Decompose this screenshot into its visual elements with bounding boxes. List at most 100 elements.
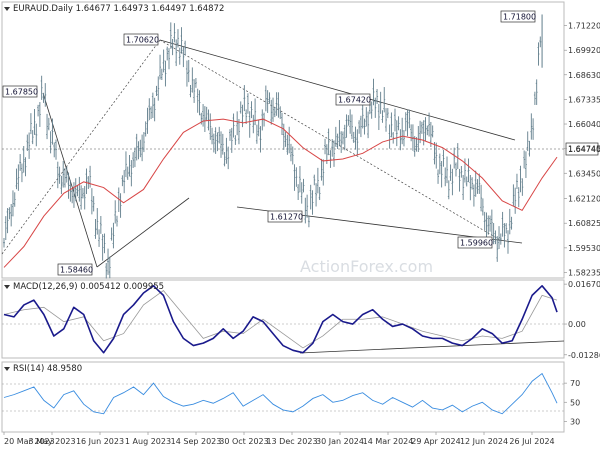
ohlc-bar bbox=[185, 60, 188, 87]
ohlc-bar bbox=[517, 187, 520, 208]
ohlc-bar bbox=[521, 178, 524, 196]
ohlc-bar bbox=[157, 76, 160, 101]
ohlc-bar bbox=[376, 89, 379, 104]
ohlc-bar bbox=[539, 36, 542, 48]
ohlc-bar bbox=[114, 200, 117, 224]
ohlc-bar bbox=[96, 208, 99, 235]
ohlc-bar bbox=[211, 127, 214, 145]
ohlc-bar bbox=[37, 104, 40, 117]
ohlc-bar bbox=[173, 23, 176, 43]
ohlc-bar bbox=[365, 107, 368, 127]
ohlc-bar bbox=[124, 151, 127, 178]
ohlc-bar bbox=[87, 176, 90, 189]
ohlc-bar bbox=[119, 193, 122, 218]
collapse-triangle-icon[interactable] bbox=[4, 285, 10, 289]
ohlc-bar bbox=[252, 114, 255, 134]
price-title: EURAUD.Daily 1.64677 1.64973 1.64497 1.6… bbox=[4, 4, 224, 14]
ohlc-bar bbox=[191, 67, 194, 93]
ohlc-bar bbox=[108, 256, 111, 279]
ohlc-bar bbox=[483, 211, 486, 231]
dashed-fib-right bbox=[159, 39, 501, 241]
ohlc-bar bbox=[433, 141, 436, 165]
ohlc-bar bbox=[478, 173, 481, 194]
ohlc-bar bbox=[121, 175, 124, 187]
annotation-box bbox=[457, 236, 493, 249]
ohlc-bar bbox=[324, 138, 327, 155]
ohlc-bar bbox=[345, 114, 348, 138]
ohlc-bar bbox=[489, 215, 492, 232]
ohlc-bar bbox=[451, 168, 454, 196]
ohlc-bar bbox=[313, 174, 316, 186]
ohlc-bar bbox=[288, 126, 291, 154]
ohlc-bar bbox=[289, 143, 292, 162]
ohlc-bar bbox=[53, 142, 56, 158]
ohlc-bar bbox=[133, 147, 136, 168]
ohlc-bar bbox=[126, 166, 129, 180]
ohlc-bar bbox=[270, 99, 273, 125]
ohlc-bar bbox=[150, 106, 153, 120]
ohlc-bar bbox=[533, 91, 536, 105]
rsi-line-path bbox=[3, 372, 558, 415]
ohlc-bar bbox=[255, 124, 258, 144]
ohlc-bar bbox=[426, 125, 429, 136]
annotation-label: 1.58460 bbox=[60, 266, 93, 275]
ohlc-bar bbox=[340, 131, 343, 153]
ohlc-bar bbox=[523, 150, 526, 169]
ohlc-bar bbox=[519, 165, 522, 193]
ohlc-bar bbox=[333, 140, 336, 167]
ohlc-bar bbox=[295, 167, 298, 187]
ohlc-bar bbox=[17, 164, 20, 191]
ohlc-bar bbox=[155, 85, 158, 97]
ohlc-bar bbox=[146, 107, 149, 134]
ohlc-bar bbox=[474, 170, 477, 197]
collapse-triangle-icon[interactable] bbox=[4, 7, 10, 11]
ohlc-bar bbox=[413, 136, 416, 157]
ohlc-bar bbox=[90, 188, 93, 215]
ohlc-bar bbox=[440, 160, 443, 188]
ohlc-bar bbox=[377, 103, 380, 131]
ohlc-bar bbox=[42, 92, 45, 103]
ohlc-bar bbox=[286, 134, 289, 155]
ohlc-bar bbox=[420, 121, 423, 134]
ohlc-bar bbox=[180, 27, 183, 54]
ohlc-bar bbox=[153, 97, 156, 122]
ohlc-bar bbox=[232, 113, 235, 138]
ohlc-bar bbox=[49, 131, 52, 154]
ohlc-bar bbox=[322, 159, 325, 186]
collapse-triangle-icon[interactable] bbox=[4, 367, 10, 371]
rsi-line bbox=[3, 372, 558, 415]
ohlc-bar bbox=[169, 22, 172, 49]
ohlc-bar bbox=[264, 85, 267, 112]
annotation-label: 1.70620 bbox=[126, 36, 159, 45]
annotation-box bbox=[500, 10, 536, 23]
ohlc-bar bbox=[505, 223, 508, 234]
ohlc-bar bbox=[13, 192, 16, 207]
ohlc-bar bbox=[246, 93, 249, 114]
annotation-box bbox=[267, 210, 303, 223]
macd-y-axis: 0.016704 0.00 -0.012869 bbox=[564, 280, 600, 360]
price-title-text: EURAUD.Daily 1.64677 1.64973 1.64497 1.6… bbox=[13, 4, 224, 14]
y-tick-label: 1.68630 bbox=[568, 71, 600, 80]
ohlc-bar bbox=[316, 167, 319, 194]
ohlc-bar bbox=[112, 222, 115, 249]
ohlc-bar bbox=[11, 190, 14, 217]
ohlc-bar bbox=[239, 101, 242, 114]
ohlc-bar bbox=[51, 118, 54, 145]
ohlc-bar bbox=[532, 118, 535, 140]
ohlc-bar bbox=[123, 170, 126, 194]
x-tick-label: 30 Oct 2023 bbox=[219, 437, 268, 446]
ohlc-bar bbox=[494, 230, 497, 245]
ohlc-bar bbox=[110, 227, 113, 241]
ohlc-bar bbox=[236, 111, 239, 136]
x-tick-label: 26 Jul 2024 bbox=[509, 437, 554, 446]
ohlc-bar bbox=[135, 133, 138, 161]
ohlc-bar bbox=[56, 161, 59, 189]
ohlc-bar bbox=[76, 185, 79, 197]
ohlc-bar bbox=[329, 150, 332, 168]
ohlc-bar bbox=[309, 184, 312, 210]
ohlc-bar bbox=[234, 135, 237, 145]
ohlc-bar bbox=[354, 126, 357, 150]
x-tick-label: 29 Apr 2024 bbox=[411, 437, 460, 446]
ohlc-bar bbox=[410, 124, 413, 142]
